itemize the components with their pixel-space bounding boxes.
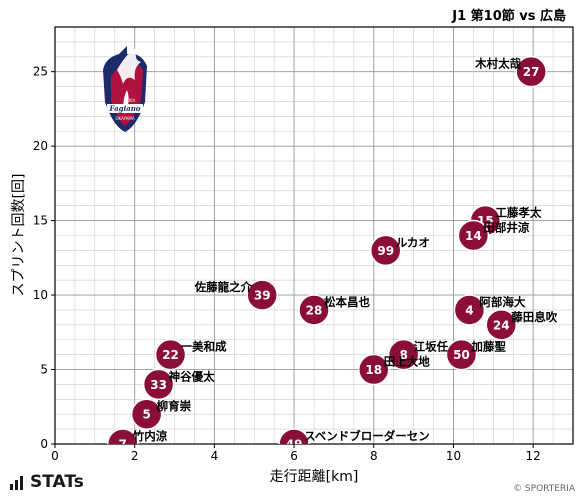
player-point-4 xyxy=(453,294,486,326)
player-point-7 xyxy=(106,428,139,444)
player-point-14 xyxy=(457,219,490,252)
player-number-label: 33 xyxy=(150,378,167,392)
player-name-label: スベンドブローダーセン xyxy=(304,429,430,443)
x-tick-label: 2 xyxy=(131,449,139,463)
player-name-label: 一美和成 xyxy=(181,340,227,354)
player-point-28 xyxy=(298,294,330,326)
chart-title: J1 第10節 vs 広島 xyxy=(451,8,566,24)
x-tick-label: 10 xyxy=(446,449,461,463)
player-number-label: 7 xyxy=(119,438,127,452)
player-point-33 xyxy=(142,368,175,401)
player-point-27 xyxy=(515,55,547,88)
player-point-39 xyxy=(246,279,278,311)
player-point-49 xyxy=(278,428,310,444)
player-name-label: 田上大地 xyxy=(384,355,430,369)
svg-text:OKAYAMA: OKAYAMA xyxy=(115,116,134,121)
player-point-18 xyxy=(358,353,390,386)
svg-text:Fagiano: Fagiano xyxy=(109,104,141,113)
y-axis-label: スプリント回数[回] xyxy=(11,174,27,297)
x-tick-label: 4 xyxy=(211,449,219,463)
player-number-label: 27 xyxy=(523,65,540,79)
player-number-label: 99 xyxy=(377,244,394,258)
player-name-label: 竹内涼 xyxy=(132,429,168,443)
x-tick-label: 12 xyxy=(526,449,541,463)
stats-logo-icon xyxy=(10,476,24,490)
player-point-5 xyxy=(130,398,163,430)
player-point-50 xyxy=(445,338,478,371)
player-name-label: 佐藤龍之介 xyxy=(194,280,253,294)
player-name-label: 木村太哉 xyxy=(474,57,521,71)
player-name-label: 加藤聖 xyxy=(470,340,506,354)
copyright-notice: © SPORTERIA xyxy=(513,484,575,494)
player-number-label: 18 xyxy=(365,363,382,377)
player-number-label: 28 xyxy=(306,303,323,317)
y-tick-label: 20 xyxy=(33,139,48,153)
y-tick-label: 10 xyxy=(33,288,48,302)
player-number-label: 14 xyxy=(465,229,482,243)
team-logo: Fagiano 2004 OKAYAMA xyxy=(103,46,147,132)
player-number-label: 49 xyxy=(286,438,303,452)
player-name-label: 藤田息吹 xyxy=(511,310,557,324)
y-tick-label: 5 xyxy=(40,363,48,377)
player-number-label: 50 xyxy=(453,348,470,362)
player-name-label: 工藤孝太 xyxy=(495,206,541,220)
player-number-label: 4 xyxy=(465,303,473,317)
y-tick-label: 25 xyxy=(33,65,48,79)
plot-frame xyxy=(54,26,574,445)
player-point-24 xyxy=(485,309,518,341)
y-tick-label: 0 xyxy=(40,437,48,451)
player-number-label: 5 xyxy=(142,408,150,422)
x-tick-label: 0 xyxy=(51,449,59,463)
player-name-label: 柳育崇 xyxy=(157,399,192,413)
player-point-22 xyxy=(154,338,187,371)
x-tick-label: 6 xyxy=(290,449,298,463)
player-number-label: 39 xyxy=(254,289,271,303)
player-point-99 xyxy=(369,234,402,267)
player-name-label: 田部井涼 xyxy=(483,221,529,235)
player-name-label: 松本昌也 xyxy=(324,295,370,309)
x-tick-label: 8 xyxy=(370,449,378,463)
x-axis-label: 走行距離[km] xyxy=(270,468,359,485)
player-point-8 xyxy=(387,338,420,371)
player-number-label: 8 xyxy=(399,348,407,362)
y-tick-label: 15 xyxy=(33,214,48,228)
stats-brand: STATs xyxy=(30,472,84,492)
player-name-label: 江坂任 xyxy=(414,340,449,354)
player-number-label: 22 xyxy=(162,348,179,362)
player-number-label: 24 xyxy=(493,318,510,332)
grid-lines xyxy=(54,26,574,445)
player-name-label: 阿部海大 xyxy=(479,295,525,309)
player-name-label: ルカオ xyxy=(396,235,430,249)
fagiano-crest-icon: Fagiano 2004 OKAYAMA xyxy=(103,46,147,132)
svg-text:2004: 2004 xyxy=(125,98,136,103)
player-name-label: 神谷優太 xyxy=(169,369,215,383)
